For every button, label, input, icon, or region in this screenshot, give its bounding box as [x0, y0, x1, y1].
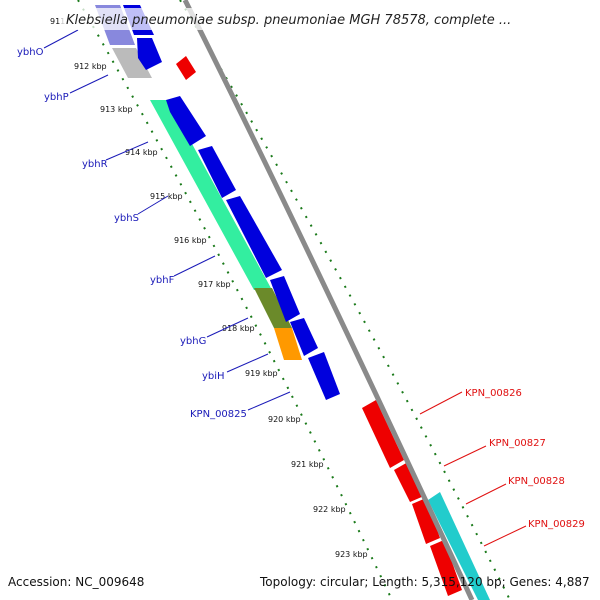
accession-text: Accession: NC_009648 [8, 575, 145, 589]
tick-label: 920 kbp [268, 415, 301, 424]
cds-arrow [137, 38, 162, 70]
tick-label: 922 kbp [313, 505, 346, 514]
leader-line [206, 317, 249, 338]
tick-labels: 911 912 kbp 913 kbp 914 kbp 915 kbp 916 … [50, 17, 368, 559]
leader-line [226, 353, 269, 373]
leader-line [247, 391, 291, 411]
cds-arrow [430, 540, 462, 596]
tick-label: 913 kbp [100, 105, 133, 114]
cds-arrow [290, 318, 318, 356]
tick-label: 919 kbp [245, 369, 278, 378]
tick-label: 911 [50, 17, 65, 26]
gene-label-text-left: ybhO ybhP ybhR ybhS ybhF ybhG ybiH KPN_0… [17, 47, 247, 420]
gene-label: ybhR [82, 159, 108, 170]
leader-line [105, 141, 149, 161]
gene-block-green [150, 100, 272, 290]
cds-arrow [166, 96, 206, 146]
gene-label: KPN_00825 [190, 409, 247, 420]
cds-arrow [176, 56, 196, 80]
cds-arrow [308, 352, 340, 400]
gene-label: ybiH [202, 371, 225, 382]
gene-block-orange [274, 328, 302, 360]
map-title: Klebsiella pneumoniae subsp. pneumoniae … [66, 13, 511, 28]
gene-block-gray [112, 48, 152, 78]
gene-label: KPN_00827 [489, 438, 546, 449]
gene-label: KPN_00829 [528, 519, 585, 530]
cds-arrow [412, 498, 440, 544]
cds-arrow [270, 276, 300, 322]
gene-label: KPN_00828 [508, 476, 565, 487]
tick-label: 916 kbp [174, 236, 207, 245]
leader-line [465, 483, 507, 505]
cds-arrow [394, 462, 424, 502]
gene-labels-right [419, 391, 527, 547]
gene-label: ybhG [180, 336, 206, 347]
gene-label: KPN_00826 [465, 388, 522, 399]
gene-label-text-right: KPN_00826 KPN_00827 KPN_00828 KPN_00829 [465, 388, 585, 530]
genome-summary-text: Topology: circular; Length: 5,315,120 bp… [260, 575, 590, 589]
gene-label: ybhS [114, 213, 139, 224]
leader-line [43, 29, 79, 49]
gene-label: ybhP [44, 92, 69, 103]
gene-block-olive [254, 288, 292, 328]
leader-line [69, 74, 109, 94]
gene-label: ybhF [150, 275, 175, 286]
gene-label: ybhO [17, 47, 44, 58]
tick-label: 918 kbp [222, 324, 255, 333]
leader-line [483, 525, 527, 547]
leader-line [173, 255, 216, 277]
cds-track-red [176, 56, 462, 596]
leader-line [137, 195, 169, 215]
cds-arrow [198, 146, 236, 198]
tick-label: 912 kbp [74, 62, 107, 71]
tick-label: 921 kbp [291, 460, 324, 469]
cds-arrow [362, 400, 404, 468]
gene-labels-left [43, 29, 291, 411]
leader-line [419, 391, 463, 415]
title-backdrop [60, 8, 538, 30]
cds-track-blue [123, 5, 340, 400]
leader-line [443, 445, 487, 467]
tick-label: 914 kbp [125, 148, 158, 157]
tick-label: 917 kbp [198, 280, 231, 289]
cds-arrow [226, 196, 282, 278]
genome-backbone [182, 0, 475, 600]
feature-band-left [95, 5, 302, 360]
gene-block-cyan [428, 492, 490, 600]
tick-label: 923 kbp [335, 550, 368, 559]
